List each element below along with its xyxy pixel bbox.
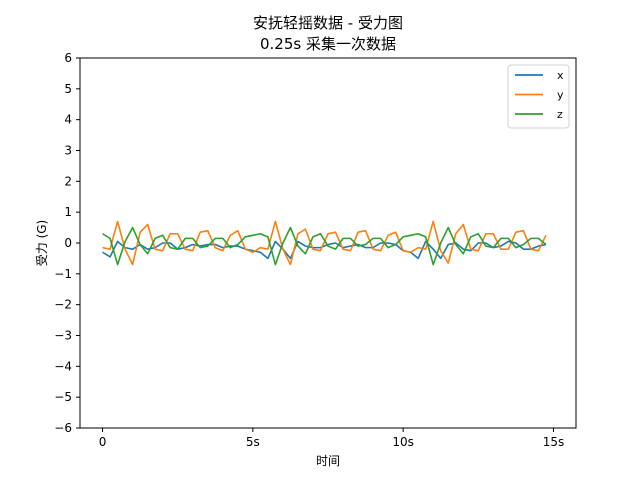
x-tick-label: 5s <box>246 435 260 449</box>
y-tick-label: −3 <box>54 329 72 343</box>
legend-label-z: z <box>557 108 563 121</box>
series-line-y <box>102 220 547 266</box>
y-tick-label: −1 <box>54 267 72 281</box>
legend-box <box>507 64 570 129</box>
y-tick-label: 3 <box>64 144 72 158</box>
y-tick-label: 0 <box>64 236 72 250</box>
y-tick-label: 6 <box>64 51 72 65</box>
y-tick-label: −6 <box>54 421 72 435</box>
legend: xyz <box>507 64 570 129</box>
y-tick-label: 2 <box>64 174 72 188</box>
y-tick-label: 4 <box>64 113 72 127</box>
y-tick-label: −4 <box>54 359 72 373</box>
y-tick-label: −2 <box>54 298 72 312</box>
x-tick-label: 0 <box>99 435 107 449</box>
chart-subtitle: 0.25s 采集一次数据 <box>260 35 396 53</box>
y-tick-label: 5 <box>64 82 72 96</box>
series-line-z <box>102 226 547 266</box>
plot-area-frame <box>79 57 577 429</box>
y-axis-label: 受力 (G) <box>35 220 49 266</box>
x-axis-label: 时间 <box>316 454 340 468</box>
legend-label-x: x <box>557 69 564 82</box>
legend-entries: xyz <box>515 69 564 121</box>
x-axis-ticks: 0 5s 10s 15s <box>99 428 564 449</box>
x-tick-label: 10s <box>392 435 414 449</box>
series-layer <box>102 220 547 266</box>
legend-label-y: y <box>557 89 564 102</box>
chart-title: 安抚轻摇数据 - 受力图 <box>253 14 403 32</box>
y-axis-ticks: −6 −5 −4 −3 −2 −1 0 1 2 3 4 5 6 <box>54 51 80 435</box>
y-tick-label: −5 <box>54 390 72 404</box>
x-tick-label: 15s <box>543 435 565 449</box>
y-tick-label: 1 <box>64 205 72 219</box>
